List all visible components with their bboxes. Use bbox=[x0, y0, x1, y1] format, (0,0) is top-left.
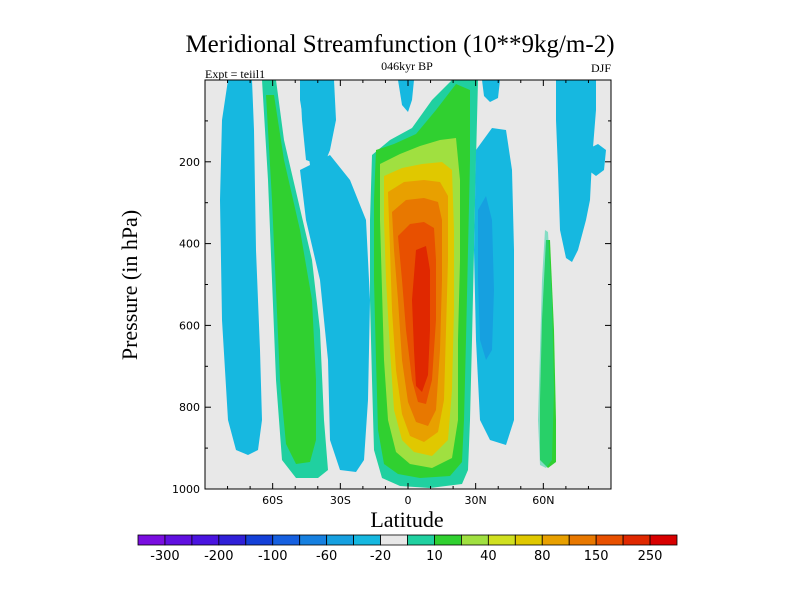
colorbar-swatch bbox=[245, 534, 274, 546]
colorbar-swatch bbox=[460, 534, 489, 546]
colorbar-swatch bbox=[514, 534, 543, 546]
colorbar-swatch bbox=[407, 534, 435, 546]
colorbar-swatch bbox=[218, 534, 247, 546]
colorbar-label: -100 bbox=[258, 549, 288, 564]
contour-top-neg-1 bbox=[398, 80, 414, 112]
contour-sh-pos-inner bbox=[266, 95, 316, 464]
contour-nh-pos-edge bbox=[538, 230, 554, 468]
contour-nh-neg-inner bbox=[478, 196, 494, 360]
colorbar-swatch bbox=[568, 534, 597, 546]
colorbar-swatch bbox=[299, 534, 328, 546]
y-tick-label: 400 bbox=[179, 238, 200, 251]
colorbar-swatch bbox=[164, 534, 193, 546]
y-tick-label: 1000 bbox=[172, 483, 200, 496]
subtitle-right: DJF bbox=[591, 61, 611, 75]
colorbar-label: 150 bbox=[584, 549, 609, 564]
contour-sh-mid-neg-2 bbox=[300, 80, 336, 165]
contour-trop-max bbox=[412, 246, 430, 392]
colorbar-label: -300 bbox=[150, 549, 180, 564]
x-tick-label: 60S bbox=[262, 494, 283, 507]
colorbar-swatch bbox=[649, 534, 678, 546]
colorbar-swatch bbox=[595, 534, 624, 546]
colorbar-swatch bbox=[434, 534, 462, 546]
y-tick-label: 600 bbox=[179, 319, 200, 332]
colorbar-swatch bbox=[380, 534, 408, 546]
y-tick-label: 200 bbox=[179, 156, 200, 169]
subtitle-center: 046kyr BP bbox=[381, 59, 433, 73]
contour-nh-polar-neg bbox=[556, 80, 596, 262]
colorbar-label: 250 bbox=[638, 549, 663, 564]
colorbar-swatch bbox=[622, 534, 651, 546]
colorbar-label: -20 bbox=[370, 549, 391, 564]
contour-fills bbox=[220, 80, 606, 488]
x-tick-label: 30S bbox=[330, 494, 351, 507]
x-tick-label: 30N bbox=[465, 494, 487, 507]
y-axis: 200 400 600 800 1000 bbox=[172, 120, 611, 496]
subtitle-left: Expt = teiil1 bbox=[205, 67, 265, 81]
x-tick-label: 60N bbox=[532, 494, 554, 507]
colorbar-swatch bbox=[137, 534, 166, 546]
contour-top-neg-2 bbox=[482, 80, 500, 102]
colorbar-label: 80 bbox=[534, 549, 551, 564]
x-axis: 60S 30S 0 30N 60N bbox=[227, 80, 589, 507]
contour-nh-polar-neg-2 bbox=[586, 144, 606, 176]
colorbar-label: -200 bbox=[204, 549, 234, 564]
colorbar-label: 40 bbox=[480, 549, 497, 564]
y-tick-label: 800 bbox=[179, 401, 200, 414]
x-axis-label: Latitude bbox=[370, 507, 443, 532]
colorbar-swatch bbox=[191, 534, 220, 546]
chart-title: Meridional Streamfunction (10**9kg/m-2) bbox=[185, 31, 614, 58]
colorbar-label: 10 bbox=[426, 549, 443, 564]
contour-sh-polar-neg bbox=[220, 80, 262, 455]
x-tick-label: 0 bbox=[405, 494, 412, 507]
colorbar-swatch bbox=[487, 534, 516, 546]
colorbar-swatch bbox=[272, 534, 301, 546]
colorbar-swatch bbox=[353, 534, 381, 546]
colorbar-swatch bbox=[541, 534, 570, 546]
y-axis-label: Pressure (in hPa) bbox=[117, 210, 142, 360]
colorbar-label: -60 bbox=[316, 549, 337, 564]
contour-sh-mid-neg bbox=[300, 155, 370, 472]
colorbar: -300 -200 -100 -60 -20 10 40 80 150 250 bbox=[137, 534, 678, 564]
colorbar-swatch bbox=[326, 534, 354, 546]
